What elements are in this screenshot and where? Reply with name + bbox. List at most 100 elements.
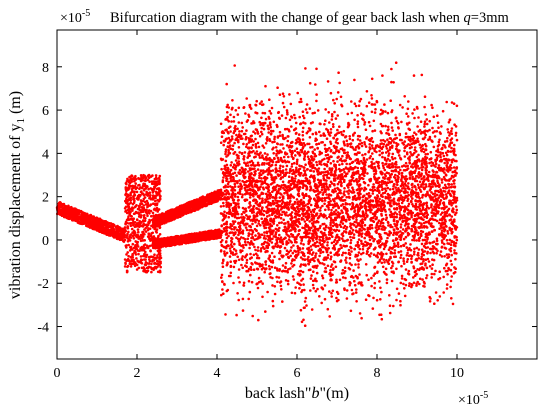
data-point bbox=[134, 247, 138, 251]
data-point bbox=[125, 269, 129, 273]
data-point bbox=[379, 313, 383, 317]
data-point bbox=[360, 316, 363, 320]
data-point bbox=[370, 77, 374, 81]
data-point bbox=[295, 198, 299, 201]
data-point bbox=[326, 264, 330, 268]
data-point bbox=[394, 186, 398, 189]
data-point bbox=[132, 237, 136, 240]
data-point bbox=[413, 108, 416, 111]
data-point bbox=[159, 194, 162, 198]
data-point bbox=[130, 185, 134, 188]
data-point bbox=[128, 210, 131, 213]
data-point bbox=[174, 209, 178, 213]
data-point bbox=[311, 283, 315, 287]
data-point bbox=[147, 222, 150, 226]
data-point bbox=[399, 253, 403, 257]
data-point bbox=[343, 270, 347, 273]
data-point bbox=[438, 253, 442, 257]
data-point bbox=[246, 170, 250, 173]
data-point bbox=[184, 236, 188, 239]
data-point bbox=[123, 265, 127, 268]
data-point bbox=[150, 180, 154, 183]
data-point bbox=[148, 180, 151, 183]
data-point bbox=[370, 284, 373, 288]
data-point bbox=[421, 147, 425, 151]
data-point bbox=[334, 117, 338, 120]
data-point bbox=[142, 197, 146, 201]
data-point bbox=[165, 242, 169, 245]
data-point bbox=[207, 201, 210, 204]
data-point bbox=[453, 249, 456, 252]
data-point bbox=[245, 258, 249, 262]
data-point bbox=[69, 209, 72, 213]
data-point bbox=[366, 172, 369, 175]
data-point bbox=[122, 236, 126, 239]
data-point bbox=[452, 182, 456, 185]
data-point bbox=[130, 174, 133, 177]
data-point bbox=[76, 218, 80, 222]
data-point bbox=[126, 226, 130, 230]
data-point bbox=[399, 303, 402, 307]
data-point bbox=[303, 220, 307, 223]
data-point bbox=[144, 250, 147, 254]
data-point bbox=[122, 230, 125, 233]
data-point bbox=[304, 67, 307, 70]
data-point bbox=[158, 243, 162, 247]
data-point bbox=[209, 232, 212, 236]
data-point bbox=[145, 176, 148, 180]
chart-title: Bifurcation diagram with the change of g… bbox=[110, 10, 509, 26]
data-point bbox=[216, 228, 220, 232]
data-point bbox=[131, 234, 135, 238]
data-point bbox=[341, 253, 344, 257]
data-point bbox=[372, 296, 375, 300]
data-point bbox=[159, 256, 163, 260]
data-point bbox=[202, 238, 206, 241]
data-point bbox=[156, 270, 160, 274]
data-point bbox=[339, 130, 343, 134]
data-point bbox=[134, 244, 137, 247]
data-point bbox=[128, 260, 132, 263]
data-point bbox=[212, 199, 215, 203]
data-point bbox=[137, 237, 140, 240]
data-point bbox=[362, 113, 365, 117]
data-point bbox=[351, 138, 355, 142]
data-point bbox=[425, 122, 429, 126]
data-point bbox=[93, 221, 96, 224]
data-point bbox=[199, 238, 202, 241]
data-point bbox=[251, 222, 254, 226]
data-point bbox=[325, 179, 328, 182]
data-point bbox=[195, 232, 199, 236]
data-point bbox=[242, 210, 245, 214]
data-point bbox=[209, 202, 213, 205]
data-point bbox=[425, 276, 428, 280]
data-point bbox=[60, 208, 64, 211]
data-point bbox=[449, 150, 453, 153]
data-point bbox=[412, 74, 416, 77]
data-point bbox=[316, 244, 320, 248]
data-point bbox=[404, 242, 408, 245]
data-point bbox=[141, 230, 144, 234]
data-point bbox=[273, 292, 277, 296]
data-point bbox=[273, 266, 277, 270]
data-point bbox=[345, 162, 349, 166]
data-point bbox=[445, 238, 449, 242]
data-point bbox=[221, 288, 224, 291]
data-point bbox=[428, 189, 432, 192]
data-point bbox=[354, 263, 357, 266]
data-point bbox=[148, 259, 152, 263]
data-point bbox=[111, 234, 115, 237]
data-point bbox=[152, 180, 156, 183]
data-point bbox=[140, 245, 144, 249]
data-point bbox=[401, 187, 404, 190]
data-point bbox=[158, 233, 162, 236]
data-point bbox=[436, 114, 439, 117]
data-point bbox=[139, 199, 143, 202]
data-point bbox=[136, 245, 140, 248]
data-point bbox=[386, 186, 390, 190]
data-point bbox=[218, 196, 222, 199]
data-point bbox=[124, 192, 128, 195]
data-point bbox=[62, 215, 66, 219]
data-point bbox=[323, 167, 326, 171]
data-point bbox=[444, 151, 448, 155]
data-point bbox=[286, 139, 290, 143]
